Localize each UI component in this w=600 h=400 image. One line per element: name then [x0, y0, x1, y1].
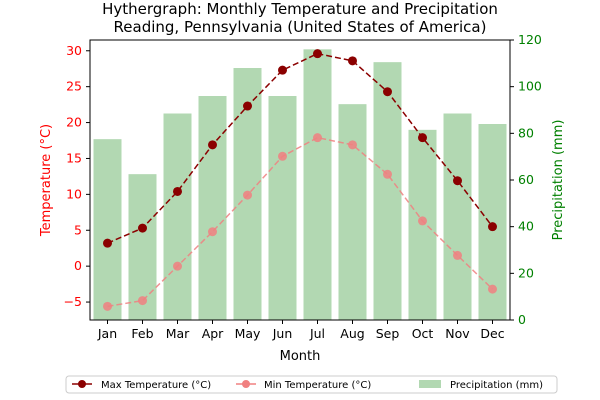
- x-axis-label: Month: [280, 349, 321, 364]
- temperature-lines: [103, 49, 497, 311]
- max-temperature-point-mar: [173, 186, 182, 196]
- x-tick-label: Nov: [445, 326, 470, 341]
- min-temperature-point-may: [243, 190, 252, 200]
- y-right-tick-label: 0: [518, 312, 526, 327]
- max-temperature-point-feb: [138, 223, 147, 233]
- precipitation-bar-apr: [198, 96, 227, 320]
- legend-min-label: Min Temperature (°C): [264, 380, 371, 391]
- x-tick-label: Feb: [131, 326, 153, 341]
- y-left-tick-label: 30: [66, 43, 82, 58]
- y-left-tick-label: −5: [64, 294, 82, 309]
- min-temperature-point-dec: [488, 284, 497, 294]
- min-temperature-point-jul: [313, 133, 322, 143]
- y-right-tick-label: 80: [518, 125, 534, 140]
- precipitation-bar-jul: [303, 49, 332, 320]
- min-temperature-point-mar: [173, 261, 182, 271]
- legend-min-marker: [242, 380, 250, 388]
- max-temperature-point-jul: [313, 49, 322, 59]
- precipitation-bar-jun: [268, 96, 297, 320]
- y-axis-left: −5 0 5 10 15 20 25 30: [64, 43, 90, 309]
- legend: Max Temperature (°C) Min Temperature (°C…: [65, 375, 558, 394]
- x-tick-label: May: [235, 326, 261, 341]
- y-left-tick-label: 25: [66, 79, 82, 94]
- min-temperature-point-aug: [348, 140, 357, 150]
- chart-subtitle: Reading, Pennsylvania (United States of …: [114, 18, 487, 36]
- precipitation-bar-mar: [163, 113, 192, 320]
- legend-precip-swatch: [419, 380, 441, 388]
- min-temperature-point-sep: [383, 169, 392, 179]
- chart-title: Hythergraph: Monthly Temperature and Pre…: [102, 0, 498, 18]
- legend-max-marker: [78, 380, 86, 388]
- x-tick-label: Sep: [376, 326, 400, 341]
- y-axis-right-label: Precipitation (mm): [551, 120, 566, 241]
- legend-max-label: Max Temperature (°C): [101, 380, 211, 391]
- precipitation-bar-feb: [128, 174, 157, 320]
- y-axis-right: 0 20 40 60 80 100 120: [510, 32, 542, 327]
- y-right-tick-label: 120: [518, 32, 542, 47]
- min-temperature-point-feb: [138, 296, 147, 306]
- max-temperature-point-jan: [103, 238, 112, 248]
- y-left-tick-label: 5: [74, 222, 82, 237]
- min-temperature-point-oct: [418, 216, 427, 226]
- y-right-tick-label: 20: [518, 265, 534, 280]
- precipitation-bar-jan: [93, 139, 122, 320]
- max-temperature-point-jun: [278, 65, 287, 75]
- y-right-tick-label: 40: [518, 219, 534, 234]
- precipitation-bars: [93, 49, 507, 321]
- x-tick-label: Apr: [202, 326, 224, 341]
- x-tick-label: Oct: [412, 326, 434, 341]
- legend-precip-label: Precipitation (mm): [450, 380, 543, 391]
- y-left-tick-label: 20: [66, 115, 82, 130]
- x-axis: Jan Feb Mar Apr May Jun Jul Aug Sep Oct Nov Dec: [97, 320, 505, 341]
- max-temperature-point-aug: [348, 56, 357, 66]
- x-tick-label: Dec: [480, 326, 504, 341]
- y-axis-left-label: Temperature (°C): [39, 124, 54, 237]
- y-left-tick-label: 15: [66, 150, 82, 165]
- min-temperature-point-apr: [208, 227, 217, 237]
- x-tick-label: Aug: [340, 326, 364, 341]
- precipitation-bar-nov: [443, 113, 472, 320]
- x-tick-label: Jun: [272, 326, 293, 341]
- x-tick-label: Jan: [97, 326, 117, 341]
- max-temperature-point-nov: [453, 176, 462, 186]
- max-temperature-point-dec: [488, 222, 497, 232]
- min-temperature-line: [107, 136, 494, 308]
- y-left-tick-label: 0: [74, 258, 82, 273]
- min-temperature-point-jan: [103, 301, 112, 311]
- min-temperature-point-nov: [453, 250, 462, 260]
- min-temperature-point-jun: [278, 151, 287, 161]
- x-tick-label: Mar: [166, 326, 190, 341]
- max-temperature-point-sep: [383, 87, 392, 97]
- precipitation-bar-sep: [373, 62, 402, 321]
- y-right-tick-label: 60: [518, 172, 534, 187]
- max-temperature-point-apr: [208, 140, 217, 150]
- y-right-tick-label: 100: [518, 79, 542, 94]
- y-left-tick-label: 10: [66, 186, 82, 201]
- max-temperature-point-oct: [418, 133, 427, 143]
- max-temperature-line: [107, 52, 494, 244]
- precipitation-bar-aug: [338, 104, 367, 321]
- max-temperature-point-may: [243, 101, 252, 111]
- x-tick-label: Jul: [309, 326, 325, 341]
